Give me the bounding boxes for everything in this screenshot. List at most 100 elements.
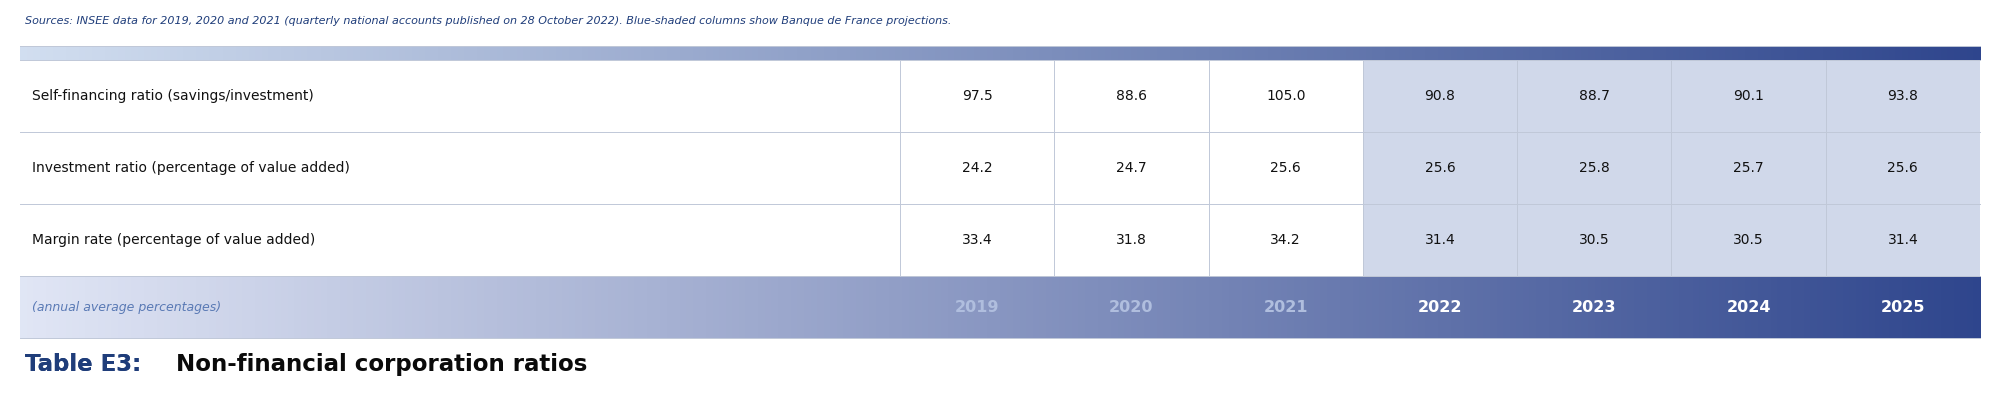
Bar: [1280, 276, 1288, 338]
Bar: [1156, 46, 1164, 60]
Bar: [78, 276, 86, 338]
Bar: [46, 276, 54, 338]
Bar: [1262, 46, 1268, 60]
Bar: [818, 46, 824, 60]
Bar: [1000, 276, 1008, 338]
Bar: [1654, 46, 1660, 60]
Bar: [72, 46, 80, 60]
Bar: [1040, 276, 1046, 338]
Text: 97.5: 97.5: [962, 89, 992, 103]
Bar: [484, 276, 492, 338]
Bar: [34, 46, 40, 60]
Bar: [888, 46, 896, 60]
Text: 2019: 2019: [954, 299, 1000, 314]
Bar: [1692, 46, 1700, 60]
Text: 2023: 2023: [1572, 299, 1616, 314]
Bar: [1242, 46, 1250, 60]
Bar: [1752, 276, 1758, 338]
Bar: [484, 46, 492, 60]
Bar: [1948, 276, 1954, 338]
Text: Non-financial corporation ratios: Non-financial corporation ratios: [168, 353, 588, 376]
Bar: [628, 276, 636, 338]
Bar: [666, 46, 674, 60]
Bar: [236, 276, 244, 338]
Bar: [1882, 276, 1890, 338]
Bar: [230, 276, 236, 338]
Text: 2022: 2022: [1418, 299, 1462, 314]
Bar: [524, 276, 530, 338]
Bar: [20, 204, 900, 276]
Bar: [798, 46, 804, 60]
Bar: [1744, 276, 1752, 338]
Bar: [328, 46, 334, 60]
Bar: [86, 276, 92, 338]
Bar: [902, 46, 910, 60]
Bar: [112, 46, 120, 60]
Bar: [354, 276, 360, 338]
Text: 31.4: 31.4: [1888, 233, 1918, 247]
Bar: [248, 276, 256, 338]
Bar: [52, 276, 60, 338]
Bar: [380, 276, 386, 338]
Bar: [778, 276, 786, 338]
Bar: [974, 46, 982, 60]
Bar: [900, 204, 1054, 276]
Bar: [1804, 276, 1812, 338]
Bar: [836, 46, 844, 60]
Bar: [1464, 46, 1472, 60]
Bar: [746, 46, 752, 60]
Bar: [1646, 46, 1654, 60]
Bar: [836, 276, 844, 338]
Bar: [1902, 46, 1910, 60]
Bar: [764, 46, 772, 60]
Bar: [1602, 46, 1608, 60]
Bar: [1104, 276, 1112, 338]
Bar: [1170, 46, 1178, 60]
Bar: [948, 276, 956, 338]
Bar: [1334, 46, 1340, 60]
Bar: [1706, 46, 1714, 60]
Bar: [138, 276, 146, 338]
Bar: [1432, 46, 1438, 60]
Bar: [334, 46, 342, 60]
Bar: [1406, 276, 1412, 338]
Bar: [1856, 46, 1864, 60]
Bar: [576, 276, 582, 338]
Bar: [46, 46, 54, 60]
Text: 25.8: 25.8: [1578, 161, 1610, 175]
Bar: [510, 46, 518, 60]
Bar: [608, 276, 616, 338]
Bar: [444, 276, 452, 338]
Bar: [418, 46, 426, 60]
Bar: [1372, 276, 1380, 338]
Bar: [1254, 46, 1262, 60]
Bar: [1294, 46, 1302, 60]
Bar: [1876, 276, 1884, 338]
Bar: [334, 276, 342, 338]
Bar: [1692, 276, 1700, 338]
Bar: [340, 46, 348, 60]
Bar: [622, 276, 628, 338]
Bar: [1118, 46, 1126, 60]
Text: 90.8: 90.8: [1424, 89, 1456, 103]
Text: 24.2: 24.2: [962, 161, 992, 175]
Bar: [830, 276, 838, 338]
Bar: [1582, 46, 1588, 60]
Bar: [712, 46, 720, 60]
Bar: [210, 276, 216, 338]
Bar: [1078, 46, 1086, 60]
Bar: [1842, 46, 1850, 60]
Bar: [144, 46, 152, 60]
Bar: [1326, 276, 1334, 338]
Bar: [1574, 46, 1582, 60]
Bar: [928, 46, 936, 60]
Bar: [282, 276, 288, 338]
Bar: [1744, 46, 1752, 60]
Bar: [132, 276, 138, 338]
Bar: [1868, 46, 1876, 60]
Bar: [392, 276, 400, 338]
Bar: [380, 46, 386, 60]
Text: Table E3:: Table E3:: [24, 353, 142, 376]
Bar: [366, 46, 374, 60]
Bar: [1418, 46, 1426, 60]
